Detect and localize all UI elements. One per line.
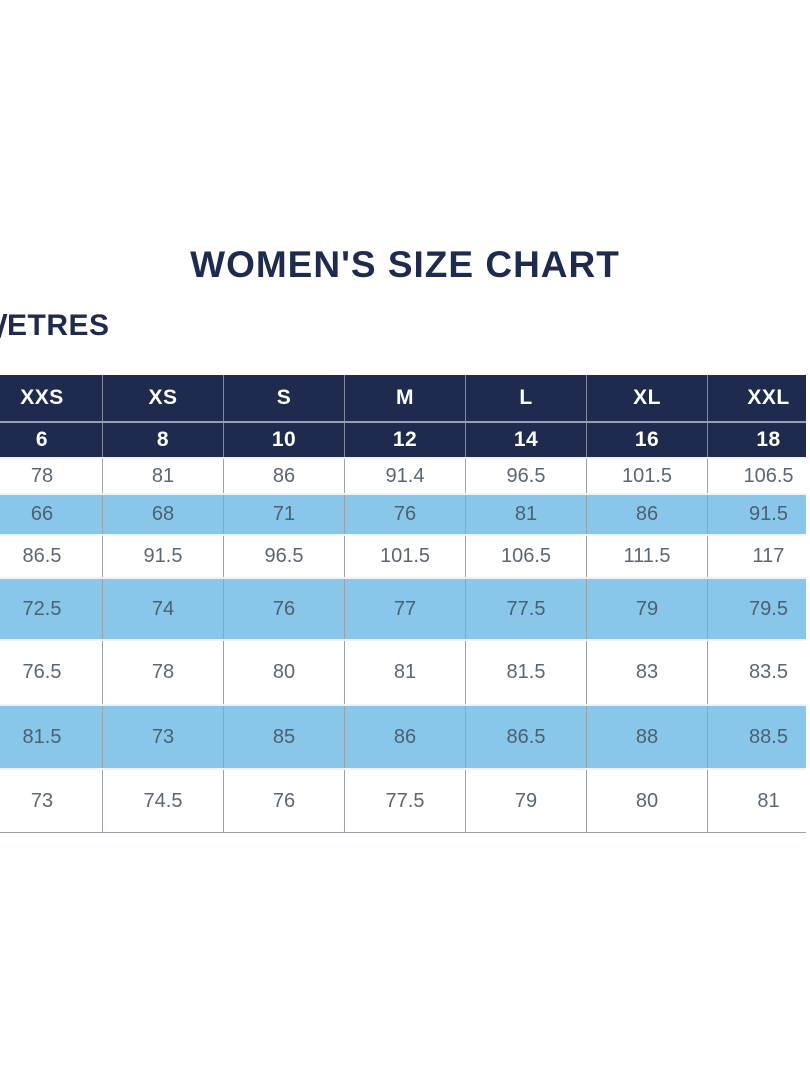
measurement-cell: 88: [587, 706, 708, 768]
size-header-cell: XS: [103, 375, 224, 421]
measurement-cell: 91.4: [345, 459, 466, 493]
measurement-cell: 106.5: [466, 536, 587, 577]
table-row: 76.5 78 80 81 81.5 83 83.5: [0, 639, 806, 704]
measurement-cell: 91.5: [749, 503, 788, 525]
units-label: ETRES: [7, 309, 110, 342]
measurement-cell: 76: [224, 770, 345, 832]
size-header-cell: L: [466, 375, 587, 421]
size-header-cell: XXL: [747, 386, 790, 409]
table-row: 73 74.5 76 77.5 79 80 81: [0, 768, 806, 833]
measurement-cell: 71: [224, 495, 345, 534]
measurement-cell: 81: [757, 789, 780, 812]
measurement-cell: 101.5: [345, 536, 466, 577]
size-header-cell: XXS: [0, 375, 103, 421]
numeric-size-header-cell: 6: [0, 423, 103, 457]
measurement-cell: 66: [0, 495, 103, 534]
table-row: 72.5 74 76 77 77.5 79 79.5: [0, 577, 806, 639]
size-chart-table-inner: XXS XS S M L XL XXL 6 8 10 12 14 16 18 78 81 86 91.4 96.5 1…: [0, 375, 806, 833]
size-header-cell: M: [345, 375, 466, 421]
page-title: WOMEN'S SIZE CHART: [190, 244, 620, 285]
measurement-cell: 88.5: [749, 725, 788, 748]
table-row: 6 8 10 12 14 16 18: [0, 421, 806, 457]
measurement-cell: 106.5: [743, 464, 794, 487]
measurement-cell: 117: [752, 545, 785, 567]
measurement-cell: 79.5: [749, 597, 788, 620]
measurement-cell: 81.5: [0, 706, 103, 768]
measurement-cell: 78: [103, 641, 224, 704]
numeric-size-header-cell: 14: [466, 423, 587, 457]
measurement-cell: 77.5: [466, 579, 587, 639]
measurement-cell: 74.5: [103, 770, 224, 832]
measurement-cell: 79: [466, 770, 587, 832]
measurement-cell: 76.5: [0, 641, 103, 704]
numeric-size-header-cell: 8: [103, 423, 224, 457]
measurement-cell: 111.5: [587, 536, 708, 577]
measurement-cell: 68: [103, 495, 224, 534]
measurement-cell: 83.5: [749, 661, 788, 683]
measurement-cell: 76: [224, 579, 345, 639]
measurement-cell: 86: [345, 706, 466, 768]
size-header-cell: S: [224, 375, 345, 421]
measurement-cell: 96.5: [466, 459, 587, 493]
measurement-cell: 77: [345, 579, 466, 639]
size-chart-table: XXS XS S M L XL XXL 6 8 10 12 14 16 18 78 81 86 91.4 96.5 1…: [0, 375, 806, 833]
measurement-cell: 86: [224, 459, 345, 493]
measurement-cell: 80: [224, 641, 345, 704]
measurement-cell: 96.5: [224, 536, 345, 577]
measurement-cell: 86.5: [0, 536, 103, 577]
size-header-cell: XL: [587, 375, 708, 421]
measurement-cell: 80: [587, 770, 708, 832]
measurement-cell: 77.5: [345, 770, 466, 832]
measurement-cell: 78: [0, 459, 103, 493]
table-row: 86.5 91.5 96.5 101.5 106.5 111.5 117: [0, 534, 806, 577]
numeric-size-header-cell: 10: [224, 423, 345, 457]
numeric-size-header-cell: 18: [756, 428, 781, 451]
measurement-cell: 86.5: [466, 706, 587, 768]
numeric-size-header-cell: 12: [345, 423, 466, 457]
measurement-cell: 85: [224, 706, 345, 768]
measurement-cell: 91.5: [103, 536, 224, 577]
measurement-cell: 101.5: [587, 459, 708, 493]
measurement-cell: 76: [345, 495, 466, 534]
measurement-cell: 81.5: [466, 641, 587, 704]
measurement-cell: 83: [587, 641, 708, 704]
measurement-cell: 74: [103, 579, 224, 639]
measurement-cell: 73: [0, 770, 103, 832]
measurement-cell: 86: [587, 495, 708, 534]
table-row: 81.5 73 85 86 86.5 88 88.5: [0, 704, 806, 768]
measurement-cell: 79: [587, 579, 708, 639]
measurement-cell: 81: [466, 495, 587, 534]
table-row: 78 81 86 91.4 96.5 101.5 106.5: [0, 457, 806, 493]
table-row: XXS XS S M L XL XXL: [0, 375, 806, 421]
table-row: 66 68 71 76 81 86 91.5: [0, 493, 806, 534]
numeric-size-header-cell: 16: [587, 423, 708, 457]
measurement-cell: 72.5: [0, 579, 103, 639]
measurement-cell: 81: [345, 641, 466, 704]
measurement-cell: 73: [103, 706, 224, 768]
measurement-cell: 81: [103, 459, 224, 493]
